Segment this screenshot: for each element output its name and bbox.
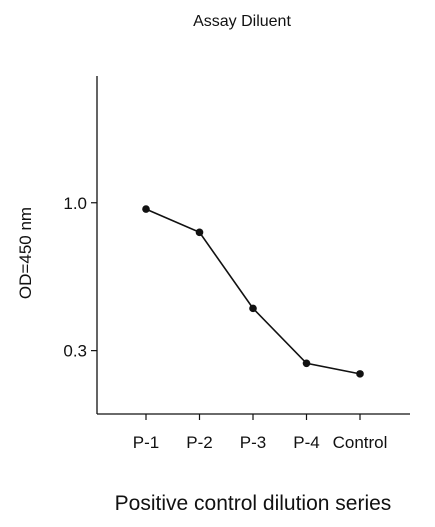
x-tick-label: P-2 <box>186 433 212 452</box>
y-tick-label: 0.3 <box>63 342 87 361</box>
data-point <box>356 370 364 378</box>
series-line <box>145 208 361 375</box>
chart-title: Assay Diluent <box>193 13 291 30</box>
plot-area: 0.3 1.0 P-1 P-2 P-3 P-4 Control <box>63 76 410 452</box>
x-tick-label: P-4 <box>293 433 319 452</box>
data-point <box>249 304 257 313</box>
data-point <box>142 205 150 213</box>
y-tick-label: 1.0 <box>63 194 87 213</box>
x-tick-label: P-1 <box>133 433 159 452</box>
data-point <box>302 359 311 368</box>
y-axis-label: OD=450 nm <box>16 207 35 299</box>
x-tick-label: Control <box>333 433 388 452</box>
x-axis-label: Positive control dilution series <box>115 492 392 515</box>
data-point <box>195 228 204 237</box>
x-tick-label: P-3 <box>240 433 266 452</box>
